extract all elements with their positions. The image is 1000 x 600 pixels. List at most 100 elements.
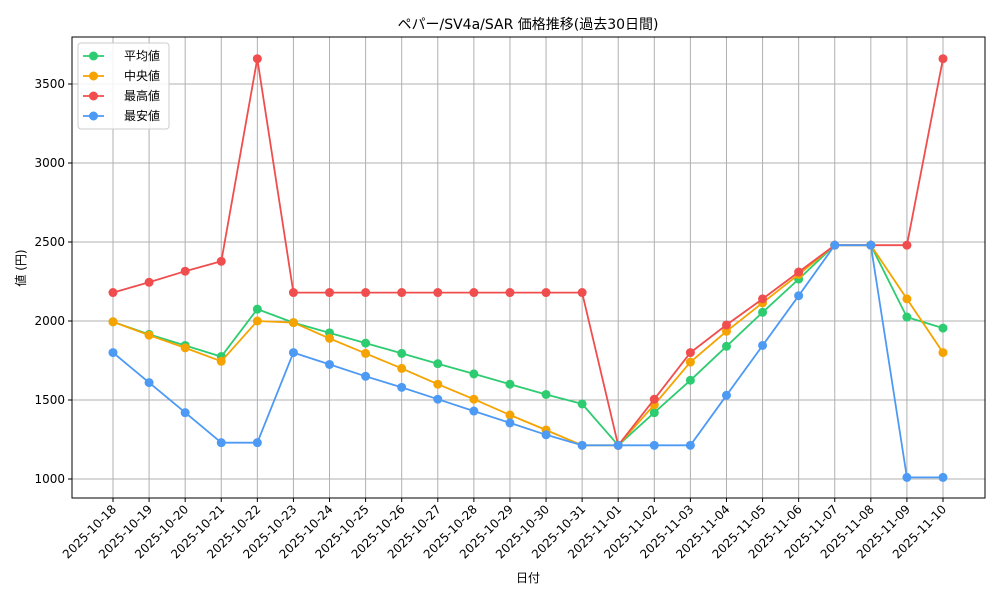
data-point: [685, 348, 695, 358]
data-point: [397, 382, 407, 392]
data-point: [108, 288, 118, 298]
data-point: [938, 323, 948, 333]
data-point: [216, 438, 226, 448]
y-axis-label: 値 (円): [13, 249, 28, 286]
data-point: [685, 440, 695, 450]
data-point: [902, 294, 912, 304]
data-point: [577, 440, 587, 450]
legend-label: 平均値: [124, 48, 160, 63]
data-point: [758, 340, 768, 350]
data-point: [505, 410, 515, 420]
y-tick-label: 1500: [34, 393, 65, 407]
data-point: [830, 240, 840, 250]
legend-label: 最安値: [124, 108, 160, 123]
data-point: [216, 256, 226, 266]
data-point: [649, 394, 659, 404]
data-point: [180, 408, 190, 418]
data-point: [577, 288, 587, 298]
data-point: [794, 267, 804, 277]
data-point: [108, 317, 118, 327]
data-point: [721, 390, 731, 400]
data-point: [288, 318, 298, 328]
data-point: [469, 394, 479, 404]
data-point: [433, 379, 443, 389]
data-point: [433, 288, 443, 298]
data-point: [902, 472, 912, 482]
data-point: [361, 288, 371, 298]
series-lines: [108, 54, 948, 482]
data-point: [902, 240, 912, 250]
data-point: [469, 288, 479, 298]
legend-marker-icon: [89, 71, 98, 81]
series-1: [108, 240, 948, 450]
data-point: [721, 326, 731, 336]
data-point: [216, 356, 226, 366]
grid-lines: [72, 37, 985, 498]
data-point: [649, 440, 659, 450]
data-point: [469, 406, 479, 416]
data-point: [938, 54, 948, 64]
data-point: [144, 378, 154, 388]
plot-area-frame: [71, 36, 986, 499]
data-point: [433, 359, 443, 369]
data-point: [866, 240, 876, 250]
x-axis-label: 日付: [516, 571, 540, 585]
legend-marker-icon: [89, 111, 98, 121]
data-point: [649, 408, 659, 418]
data-point: [541, 389, 551, 399]
data-point: [180, 266, 190, 276]
x-axis: 2025-10-182025-10-192025-10-202025-10-21…: [60, 498, 949, 561]
data-point: [541, 288, 551, 298]
legend-item: 最高値: [83, 88, 160, 103]
data-point: [758, 294, 768, 304]
data-point: [577, 399, 587, 409]
data-point: [938, 348, 948, 358]
legend-label: 最高値: [124, 88, 160, 103]
data-point: [288, 288, 298, 298]
series-line: [112, 244, 943, 479]
data-point: [685, 375, 695, 385]
data-point: [469, 369, 479, 379]
series-2: [108, 54, 948, 450]
data-point: [685, 357, 695, 367]
data-point: [252, 316, 262, 326]
legend-marker-icon: [89, 91, 98, 101]
data-point: [613, 440, 623, 450]
data-point: [505, 418, 515, 428]
data-point: [433, 394, 443, 404]
legend-item: 最安値: [83, 108, 160, 123]
data-point: [252, 54, 262, 64]
data-point: [108, 348, 118, 358]
data-point: [252, 304, 262, 314]
series-3: [108, 240, 948, 482]
data-point: [325, 359, 335, 369]
data-point: [397, 348, 407, 358]
data-point: [721, 320, 731, 330]
y-tick-label: 3000: [34, 156, 65, 170]
data-point: [505, 288, 515, 298]
data-point: [252, 438, 262, 448]
data-point: [144, 330, 154, 340]
data-point: [938, 472, 948, 482]
legend-box: [77, 42, 170, 130]
data-point: [361, 371, 371, 381]
data-point: [721, 341, 731, 351]
data-point: [180, 343, 190, 353]
legend-marker-icon: [89, 51, 98, 61]
legend-item: 中央値: [83, 68, 160, 83]
data-point: [288, 348, 298, 358]
chart-title: ペパー/SV4a/SAR 価格推移(過去30日間): [397, 17, 658, 33]
data-point: [505, 379, 515, 389]
series-line: [112, 57, 944, 447]
data-point: [902, 312, 912, 322]
legend-label: 中央値: [124, 68, 160, 83]
y-tick-label: 2500: [34, 235, 65, 249]
series-line: [112, 244, 944, 447]
legend-item: 平均値: [83, 48, 160, 63]
y-tick-label: 2000: [34, 314, 65, 328]
y-tick-label: 3500: [34, 77, 65, 91]
data-point: [361, 348, 371, 358]
series-line: [112, 244, 944, 447]
